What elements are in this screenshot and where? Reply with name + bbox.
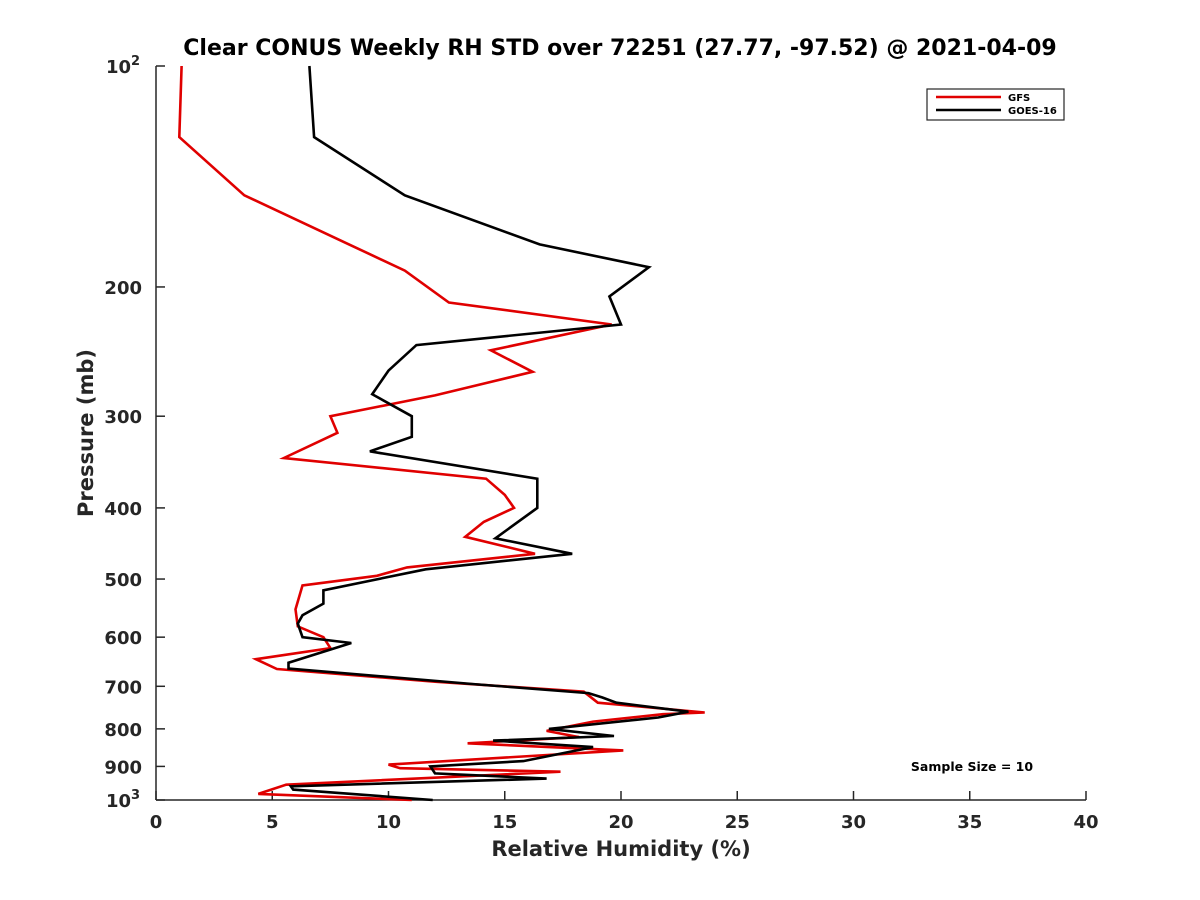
x-tick-label: 0 (150, 812, 163, 833)
legend: GFS GOES-16 (926, 88, 1065, 121)
sample-size-annotation: Sample Size = 10 (911, 759, 1033, 774)
y-tick-exponent: 3 (131, 788, 140, 803)
x-axis-label: Relative Humidity (%) (491, 837, 750, 861)
series-line-gfs (177, 65, 705, 802)
x-tick-label: 35 (957, 812, 982, 833)
y-tick-label: 400 (104, 499, 142, 520)
y-tick-label: 500 (104, 570, 142, 591)
x-tick-label: 40 (1073, 812, 1098, 833)
y-tick-label: 900 (104, 757, 142, 778)
chart-title: Clear CONUS Weekly RH STD over 72251 (27… (183, 36, 1056, 61)
x-tick-label: 30 (841, 812, 866, 833)
y-tick-label: 10 (106, 57, 131, 78)
y-tick-label: 700 (104, 677, 142, 698)
y-tick-label: 800 (104, 720, 142, 741)
x-tick-label: 25 (725, 812, 750, 833)
y-axis-label: Pressure (mb) (74, 349, 98, 517)
legend-box (926, 88, 1065, 121)
x-ticks: 0 5 10 15 20 25 30 35 40 (150, 791, 1099, 833)
y-tick-label: 600 (104, 628, 142, 649)
legend-label-gfs: GFS (1008, 93, 1030, 104)
y-tick-label: 10 (106, 791, 131, 812)
x-tick-label: 10 (376, 812, 401, 833)
y-tick-label: 300 (104, 407, 142, 428)
legend-label-goes16: GOES-16 (1008, 106, 1057, 117)
plot-area (155, 66, 1086, 801)
series-line-goes16 (287, 65, 689, 802)
series-lines (177, 65, 705, 802)
y-tick-label: 200 (104, 278, 142, 299)
x-tick-label: 5 (266, 812, 279, 833)
x-tick-label: 20 (608, 812, 633, 833)
y-tick-exponent: 2 (131, 54, 140, 69)
x-tick-label: 15 (492, 812, 517, 833)
